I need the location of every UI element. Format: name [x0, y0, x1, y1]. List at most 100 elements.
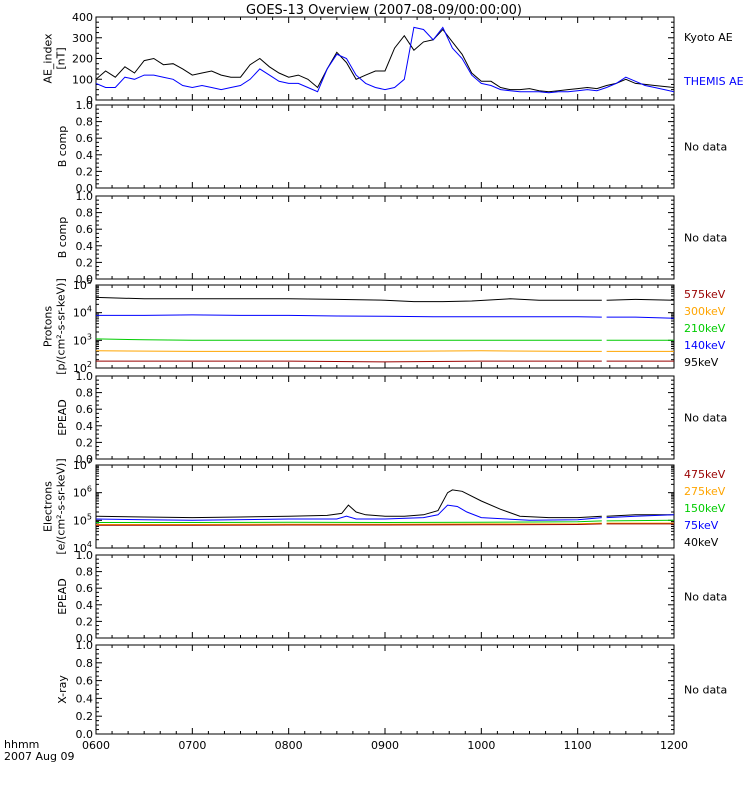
x-tick-label: 0600: [82, 739, 110, 752]
y-tick-label: 0.6: [76, 675, 94, 688]
y-axis-label: [e/(cm²-s-sr-keV)]: [55, 458, 68, 554]
panel-epead1: 0.0 0.2 0.4 0.6 0.8 1.0 EPEAD No data: [56, 370, 727, 466]
y-axis-label: [p/(cm²-s-sr-keV)]: [55, 278, 68, 375]
legend-item: 140keV: [684, 339, 726, 352]
y-tick-label: 0.6: [76, 403, 94, 416]
y-axis-label: AE_index: [42, 33, 55, 84]
legend-item: 150keV: [684, 502, 726, 515]
panel-bcomp1: 0.0 0.2 0.4 0.6 0.8 1.0 B comp No data: [56, 99, 727, 195]
y-tick-label: 0.0: [76, 453, 94, 466]
y-axis-label: X-ray: [56, 675, 69, 704]
y-tick-label: 100: [72, 73, 93, 86]
series-line-275kev: [96, 522, 674, 525]
series-line-575kev: [96, 360, 674, 363]
series-line-150kev: [96, 519, 674, 524]
y-tick-label: 107: [73, 457, 92, 472]
series-line-40kev: [96, 489, 674, 519]
y-tick-label: 0.8: [76, 387, 94, 400]
series-line-75kev: [96, 504, 674, 521]
y-tick-label: 0.8: [76, 207, 94, 220]
y-tick-label: 1.0: [76, 99, 94, 112]
y-tick-label: 102: [73, 360, 92, 375]
legend-item: 275keV: [684, 485, 726, 498]
x-tick-label: 1100: [564, 739, 592, 752]
figure-title: GOES-13 Overview (2007-08-09/00:00:00): [246, 3, 522, 18]
series-line-475kev: [96, 523, 674, 526]
panels: 0 100 200 300 400 AE_index [nT] Kyoto AE THEMIS …: [42, 11, 744, 752]
y-tick-label: 0.0: [76, 728, 94, 741]
y-tick-label: 0.4: [76, 599, 94, 612]
no-data-label: No data: [684, 684, 727, 697]
legend-item: 40keV: [684, 536, 719, 549]
x-tick-label: 0800: [275, 739, 303, 752]
no-data-label: No data: [684, 412, 727, 425]
y-axis-label: [nT]: [55, 47, 68, 69]
y-axis-label: EPEAD: [56, 399, 69, 436]
y-tick-label: 0.8: [76, 657, 94, 670]
y-tick-label: 0.0: [76, 273, 94, 286]
y-tick-label: 1.0: [76, 370, 94, 383]
y-tick-label: 200: [72, 53, 93, 66]
x-tick-label: 1000: [467, 739, 495, 752]
y-tick-label: 0.8: [76, 566, 94, 579]
panel-bcomp2: 0.0 0.2 0.4 0.6 0.8 1.0 B comp No data: [56, 190, 727, 286]
x-tick-label: 0900: [371, 739, 399, 752]
panel-electrons: 104 105 106 107 Electrons [e/(cm²-s-sr-keV)] 4…: [42, 457, 726, 555]
y-tick-label: 104: [73, 540, 92, 555]
y-tick-label: 106: [73, 485, 92, 500]
y-tick-label: 0.4: [76, 240, 94, 253]
panel-ae: 0 100 200 300 400 AE_index [nT] Kyoto AE THEMIS …: [42, 11, 744, 107]
y-tick-label: 400: [72, 11, 93, 24]
panel-frame: [95, 375, 675, 460]
y-tick-label: 0.4: [76, 420, 94, 433]
panel-frame: [95, 195, 675, 280]
series-line-95kev: [96, 296, 674, 303]
x-axis-label-hhmm: hhmm: [4, 738, 39, 751]
series-line-themis-ae: [96, 26, 674, 94]
y-tick-label: 0.4: [76, 149, 94, 162]
panel-frame: [95, 284, 675, 369]
legend-item: 575keV: [684, 288, 726, 301]
legend-item: 75keV: [684, 519, 719, 532]
panel-epead2: 0.0 0.2 0.4 0.6 0.8 1.0 EPEAD No data: [56, 549, 727, 645]
y-tick-label: 1.0: [76, 190, 94, 203]
legend-item: 95keV: [684, 356, 719, 369]
y-tick-label: 0.6: [76, 223, 94, 236]
y-tick-label: 0.0: [76, 182, 94, 195]
panel-frame: [95, 554, 675, 639]
no-data-label: No data: [684, 141, 727, 154]
panel-protons: 102 103 104 105 Protons [p/(cm²-s-sr-keV)] 575…: [42, 277, 726, 375]
legend-item: Kyoto AE: [684, 31, 733, 44]
x-tick-label: 0700: [178, 739, 206, 752]
y-tick-label: 0.6: [76, 132, 94, 145]
y-tick-label: 0.6: [76, 582, 94, 595]
y-tick-label: 1.0: [76, 639, 94, 652]
y-tick-label: 105: [73, 277, 92, 292]
x-axis-label-date: 2007 Aug 09: [4, 750, 74, 763]
no-data-label: No data: [684, 591, 727, 604]
y-tick-label: 103: [73, 332, 92, 347]
series-line-140kev: [96, 314, 674, 319]
y-tick-label: 0.2: [76, 710, 94, 723]
legend-item: 475keV: [684, 468, 726, 481]
y-tick-label: 0.2: [76, 436, 94, 449]
y-tick-label: 105: [73, 512, 92, 527]
no-data-label: No data: [684, 232, 727, 245]
y-tick-label: 0: [86, 94, 93, 107]
legend-item: 210keV: [684, 322, 726, 335]
y-tick-label: 0.2: [76, 615, 94, 628]
panel-frame: [95, 644, 675, 735]
series-line-210kev: [96, 338, 674, 341]
legend-item: THEMIS AE: [683, 75, 744, 88]
y-axis-label: EPEAD: [56, 578, 69, 615]
y-tick-label: 0.0: [76, 632, 94, 645]
y-tick-label: 0.2: [76, 165, 94, 178]
y-tick-label: 1.0: [76, 549, 94, 562]
y-tick-label: 104: [73, 305, 92, 320]
series-line-300kev: [96, 350, 674, 352]
y-tick-label: 0.2: [76, 256, 94, 269]
y-axis-label: Electrons: [42, 481, 55, 532]
series-line-kyoto-ae: [96, 28, 674, 93]
y-tick-label: 300: [72, 32, 93, 45]
